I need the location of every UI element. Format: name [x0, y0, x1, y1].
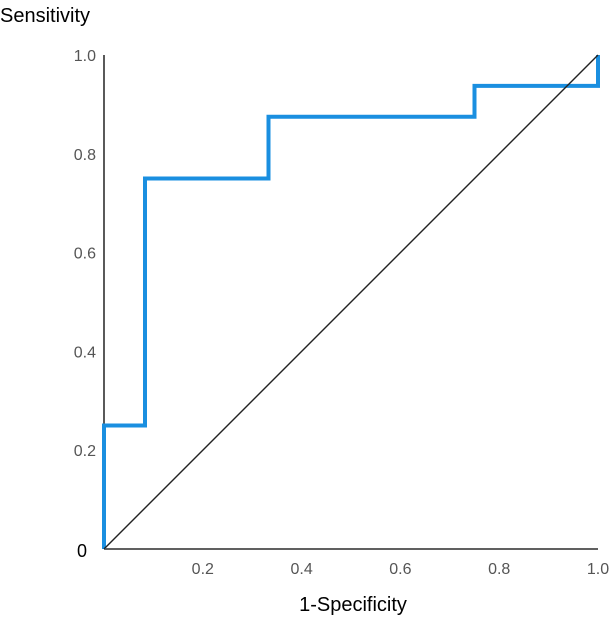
y-tick-label: 1.0: [74, 48, 96, 65]
x-tick-label: 0.8: [488, 561, 510, 578]
x-axis-title: 1-Specificity: [299, 594, 407, 616]
x-tick-label: 1.0: [587, 561, 609, 578]
roc-curve-line: [102, 55, 600, 549]
x-tick-label: 0.6: [389, 561, 411, 578]
x-tick-label: 0.4: [290, 561, 312, 578]
y-axis-title: Sensitivity: [0, 5, 90, 27]
x-tick-label: 0.2: [192, 561, 214, 578]
y-tick-label: 0.8: [74, 147, 96, 164]
series-lines: [102, 54, 600, 550]
y-tick-label: 0.2: [74, 443, 96, 460]
y-tick-label: 0.4: [74, 344, 96, 361]
reference-diagonal-line: [103, 54, 599, 550]
tick-labels: 0.2 0.4 0.6 0.8 1.0 0.2 0.4 0.6 0.8 1.0: [74, 48, 609, 578]
y-tick-label: 0.6: [74, 246, 96, 263]
origin-label: 0: [77, 541, 87, 561]
